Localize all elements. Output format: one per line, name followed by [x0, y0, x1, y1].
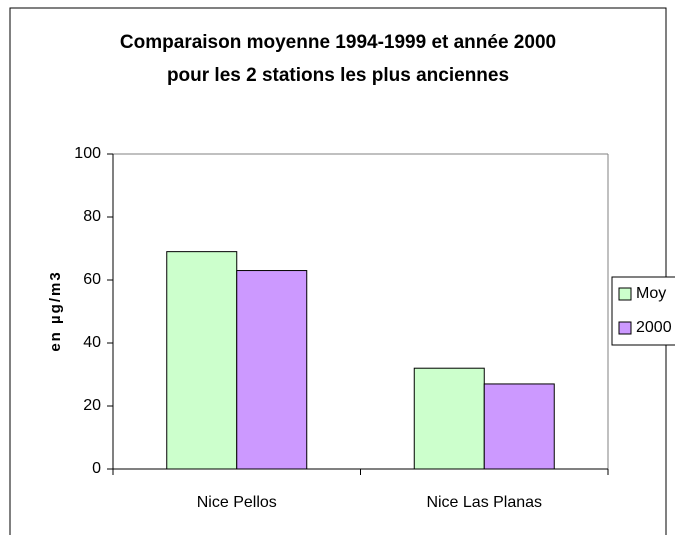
y-tick-label: 40 — [83, 334, 101, 351]
x-tick-label: Nice Pellos — [197, 494, 277, 511]
bar — [483, 383, 555, 470]
y-tick-label: 20 — [83, 397, 101, 414]
bar — [236, 270, 308, 470]
y-tick-label: 80 — [83, 208, 101, 225]
legend-swatch — [618, 287, 632, 301]
legend-label: 2000 — [636, 319, 672, 336]
legend-label: Moy — [636, 285, 666, 302]
bar — [413, 367, 485, 470]
bar — [166, 251, 238, 470]
chart-title: Comparaison moyenne 1994-1999 et année 2… — [120, 32, 556, 53]
legend-swatch — [618, 321, 632, 335]
chart-frame — [9, 7, 667, 535]
x-tick-label: Nice Las Planas — [426, 494, 542, 511]
y-tick-label: 60 — [83, 271, 101, 288]
chart-title: pour les 2 stations les plus anciennes — [167, 65, 509, 86]
y-axis-label: en µg/m3 — [47, 270, 64, 351]
y-tick-label: 100 — [74, 145, 101, 162]
y-tick-label: 0 — [92, 460, 101, 477]
